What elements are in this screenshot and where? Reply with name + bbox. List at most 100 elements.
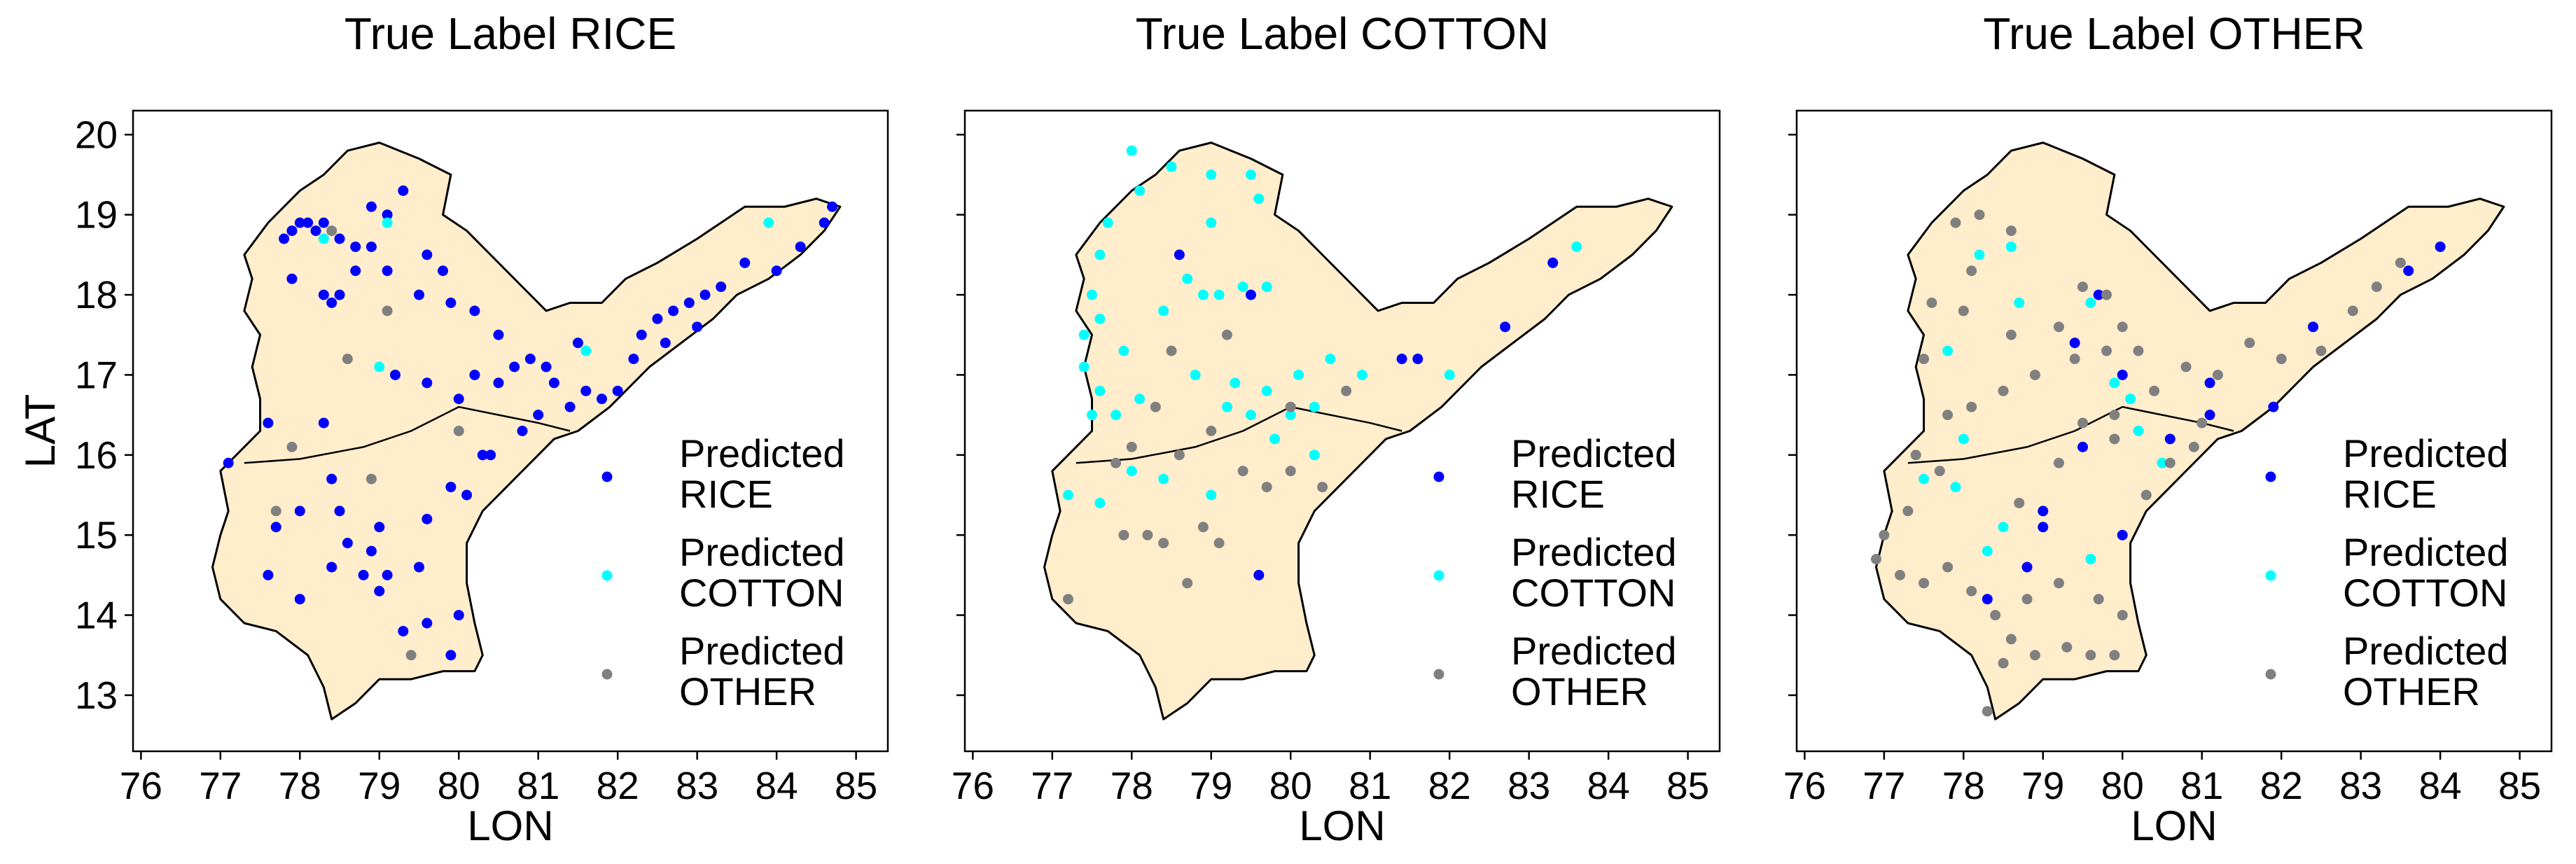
data-point [461,489,473,501]
data-point [636,329,647,340]
data-point [1902,506,1914,517]
legend-label: RICE [2343,472,2437,516]
data-point [1094,313,1106,324]
legend-label: OTHER [1511,669,1648,713]
legend-label: OTHER [2343,669,2480,713]
data-point [382,305,393,316]
x-tick-label: 83 [2339,764,2382,807]
x-tick-label: 82 [597,764,639,807]
data-point [223,457,234,468]
data-point [1879,529,1890,541]
x-tick-label: 83 [1508,764,1550,807]
data-point [1942,410,1954,421]
data-point [350,265,361,277]
legend-label: Predicted [679,431,845,475]
data-point [1966,401,1977,412]
x-tick-label: 81 [2180,764,2223,807]
data-point [2133,345,2144,356]
data-point [1126,441,1137,452]
data-point [294,217,305,228]
data-point [2014,497,2025,508]
y-tick-label: 19 [75,193,118,237]
x-tick-label: 85 [835,764,877,807]
legend-label: RICE [1511,472,1605,516]
x-tick-label: 85 [1666,764,1709,807]
data-point [382,209,393,221]
data-point [1261,281,1272,293]
data-point [493,329,504,340]
data-point [1356,369,1367,380]
chart-panel-2: True Label COTTON 76 77 78 79 80 81 82 83 84 85 LON… [952,8,1721,849]
data-point [438,265,449,277]
legend-marker [601,471,613,482]
data-point [2212,369,2223,380]
data-point [1253,569,1265,580]
data-point [580,345,592,356]
data-point [1895,569,1906,580]
data-point [1934,466,1945,477]
data-point [1950,217,1961,228]
data-point [1982,706,1993,717]
data-point [795,241,806,252]
data-point [1253,193,1265,204]
data-point [445,298,457,308]
data-point [2053,321,2064,333]
x-tick-label: 77 [1031,764,1073,807]
data-point [1111,410,1122,421]
data-point [326,298,337,308]
data-point [445,482,457,493]
data-point [1134,393,1146,405]
data-point [1958,305,1969,316]
data-point [596,393,607,405]
data-point [819,217,830,228]
data-point [1094,497,1106,508]
data-point [683,298,695,308]
series-predicted-cotton [1919,241,2168,564]
data-point [660,337,671,349]
data-point [1182,578,1193,589]
series-predicted-rice [223,185,838,661]
data-point [365,241,377,252]
data-point [1285,401,1296,412]
data-point [2117,321,2128,333]
series-predicted-rice [1174,249,1559,580]
x-tick-label: 80 [438,764,480,807]
y-tick-label: 16 [75,433,118,477]
data-point [2109,410,2120,421]
y-tick-label: 15 [75,513,118,557]
data-point [334,289,345,300]
data-point [2244,337,2255,349]
chart-title: True Label OTHER [1983,8,2365,59]
y-tick-label: 18 [75,273,118,316]
data-point [334,233,345,244]
data-point [2038,522,2049,533]
data-point [2093,289,2104,300]
series-predicted-rice [1982,241,2446,605]
x-axis-label: LON [1299,802,1385,849]
data-point [763,217,774,228]
chart-title: True Label RICE [344,8,676,59]
data-point [469,369,480,380]
data-point [1500,321,1511,333]
y-tick-label: 17 [75,353,118,396]
data-point [1974,249,1985,260]
x-tick-label: 82 [2260,764,2303,807]
legend-label: COTTON [679,571,844,615]
data-point [2395,257,2406,268]
data-point [302,217,314,228]
state-border [1907,405,2234,464]
data-point [2125,393,2136,405]
data-point [286,273,298,284]
data-point [2038,506,2049,517]
data-point [1444,369,1455,380]
chart-panel-1: True Label RICE 76 77 78 79 80 81 82 83 84 85 13 14 1… [17,8,889,849]
data-point [1309,450,1320,461]
data-point [1197,289,1209,300]
data-point [453,393,464,405]
x-tick-label: 85 [2498,764,2541,807]
series-predicted-cotton [318,217,774,372]
data-point [716,281,727,293]
data-point [1094,249,1106,260]
data-point [2371,281,2382,293]
data-point [2053,457,2064,468]
